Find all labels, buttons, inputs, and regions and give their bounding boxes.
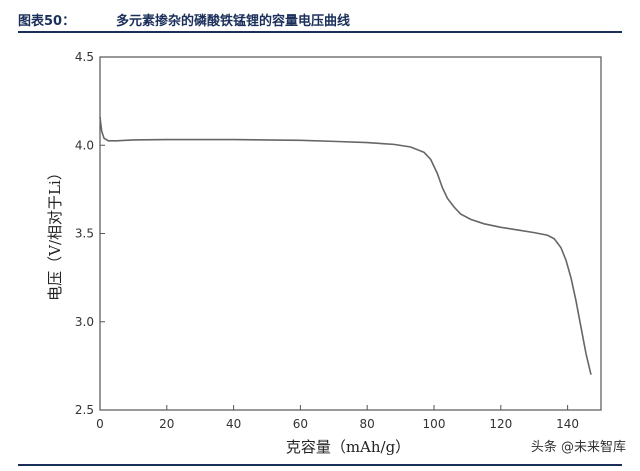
bottom-rule bbox=[18, 464, 622, 466]
x-tick-label: 100 bbox=[423, 417, 446, 431]
voltage-curve-line bbox=[99, 116, 592, 375]
plot-frame bbox=[99, 56, 602, 411]
x-axis-label: 克容量（mAh/g） bbox=[286, 438, 410, 456]
x-tick-label: 40 bbox=[226, 417, 241, 431]
x-tick-label: 60 bbox=[293, 417, 308, 431]
x-tick-label: 20 bbox=[159, 417, 174, 431]
x-tick-label: 0 bbox=[96, 417, 104, 431]
figure-header: 图表50： 多元素掺杂的磷酸铁锰锂的容量电压曲线 bbox=[18, 6, 622, 32]
x-axis-ticks: 0 20 40 60 80 100 120 140 bbox=[96, 405, 579, 431]
x-tick-label: 80 bbox=[360, 417, 375, 431]
top-rule bbox=[18, 31, 622, 33]
y-tick-label: 4.0 bbox=[75, 138, 94, 152]
y-axis-ticks: 2.5 3.0 3.5 4.0 4.5 bbox=[75, 50, 105, 417]
watermark-text: 头条 @未来智库 bbox=[530, 440, 626, 455]
y-tick-label: 3.0 bbox=[75, 315, 94, 329]
y-axis-label: 电压（V/相对于Li） bbox=[46, 165, 64, 301]
y-tick-label: 4.5 bbox=[75, 50, 94, 64]
y-tick-label: 2.5 bbox=[75, 403, 94, 417]
figure-number: 图表50： bbox=[18, 14, 76, 29]
figure-title: 多元素掺杂的磷酸铁锰锂的容量电压曲线 bbox=[116, 14, 351, 29]
x-tick-label: 120 bbox=[489, 417, 512, 431]
y-tick-label: 3.5 bbox=[75, 227, 94, 241]
x-tick-label: 140 bbox=[556, 417, 579, 431]
